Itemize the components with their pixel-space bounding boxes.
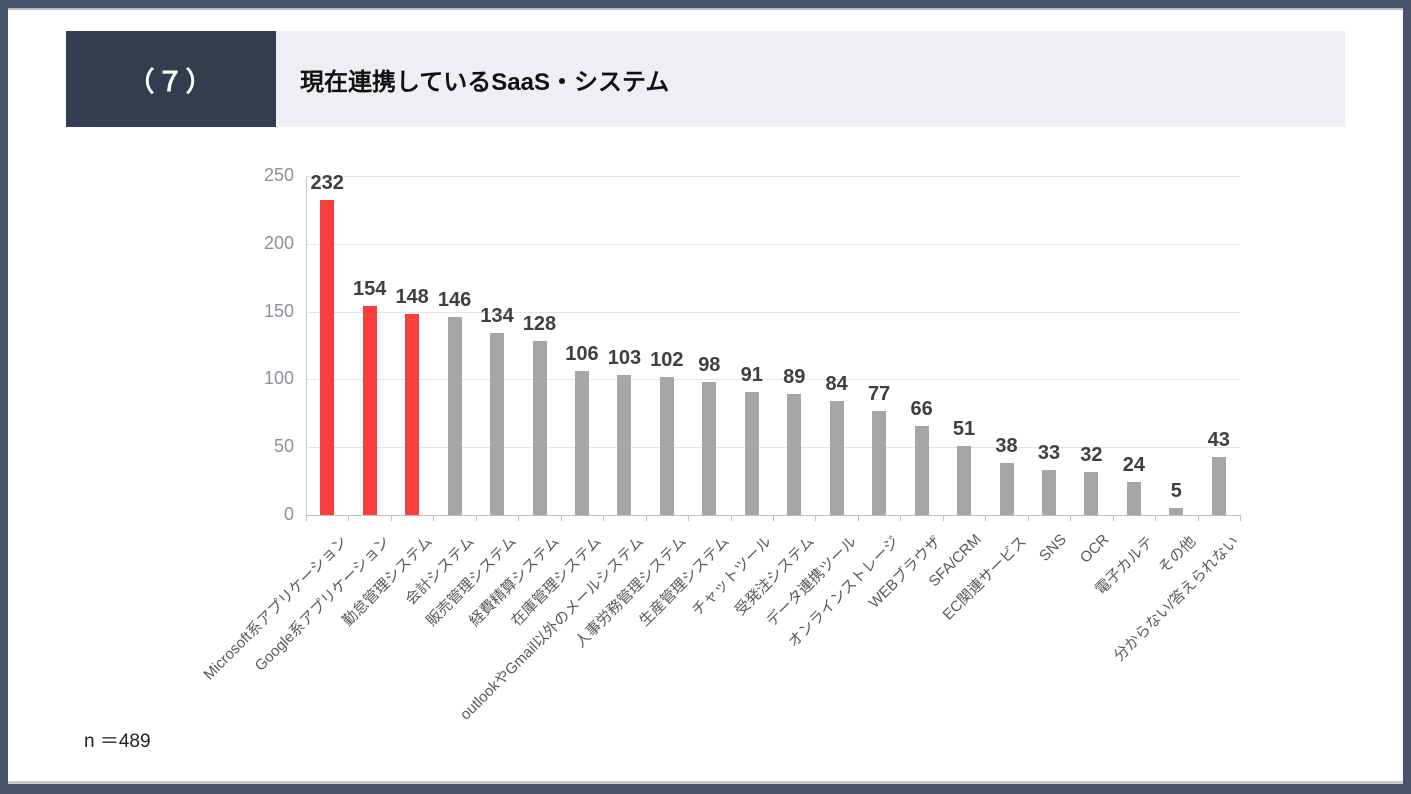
axis-tick: [603, 515, 605, 521]
axis-tick: [433, 515, 435, 521]
bar: [659, 376, 674, 515]
bar-value-label: 66: [910, 397, 933, 420]
axis-tick: [1240, 515, 1241, 521]
axis-tick: [773, 515, 774, 521]
axis-tick: [645, 515, 647, 521]
bar-value-label: 5: [1170, 480, 1182, 503]
bar-value-label: 84: [825, 373, 848, 396]
bar: [787, 394, 802, 515]
bar: [829, 401, 844, 515]
category-label: EC関連サービス: [939, 533, 1030, 624]
axis-tick: [1155, 515, 1157, 521]
bar: [574, 371, 589, 515]
bar: [914, 425, 929, 515]
bar-value-label: 77: [868, 382, 891, 405]
bar-value-label: 102: [650, 348, 684, 371]
bar: [744, 391, 759, 515]
bar: [405, 314, 420, 515]
axis-tick: [857, 515, 859, 521]
axis-tick: [348, 515, 350, 521]
gridline: [306, 311, 1240, 313]
category-label: SNS: [1036, 531, 1070, 565]
bar-value-label: 24: [1122, 454, 1145, 477]
sample-size-note: n ＝489: [84, 731, 151, 752]
category-label: OCR: [1076, 531, 1113, 567]
axis-tick: [306, 515, 307, 521]
section-number: （７）: [127, 66, 215, 97]
y-axis-tick-label: 0: [283, 504, 294, 524]
axis-tick: [518, 515, 520, 521]
gridline: [306, 379, 1240, 381]
axis-tick: [815, 515, 817, 521]
axis-tick: [475, 515, 477, 521]
bar: [999, 463, 1014, 515]
bar-value-label: 89: [783, 366, 806, 389]
bar-value-label: 38: [995, 435, 1018, 458]
bar: [1041, 470, 1056, 515]
bar-value-label: 232: [310, 172, 344, 195]
bar: [617, 375, 632, 515]
bar: [447, 317, 462, 515]
gridline: [306, 447, 1240, 449]
axis-tick: [1070, 515, 1072, 521]
section-title: 現在連携しているSaaS・システム: [300, 68, 670, 96]
bar-value-label: 43: [1207, 428, 1230, 451]
bar-value-label: 33: [1037, 442, 1061, 465]
gridline: [306, 243, 1240, 245]
axis-tick: [985, 515, 987, 521]
y-axis-tick-label: 200: [263, 232, 294, 253]
bar: [702, 382, 717, 515]
gridline: [306, 176, 1240, 177]
bar: [320, 200, 335, 515]
bar-value-label: 134: [480, 305, 514, 328]
axis-tick: [688, 515, 690, 521]
y-axis-tick-label: 250: [263, 165, 294, 185]
bar-value-label: 106: [565, 343, 599, 366]
axis-tick: [900, 515, 902, 521]
bar: [1169, 508, 1184, 515]
bar-value-label: 128: [522, 313, 557, 336]
bar-value-label: 103: [607, 347, 642, 370]
axis-tick: [730, 515, 732, 521]
section-number-box: （７）: [66, 31, 276, 127]
bar: [957, 445, 972, 515]
bar-value-label: 98: [698, 354, 721, 377]
bar: [1084, 471, 1099, 515]
bar: [362, 306, 377, 515]
bar-value-label: 146: [437, 289, 472, 312]
axis-tick: [390, 515, 392, 521]
y-axis-tick-label: 150: [263, 300, 294, 321]
bar-value-label: 51: [952, 417, 976, 440]
y-axis-tick-label: 50: [273, 436, 294, 457]
axis-tick: [942, 515, 944, 521]
section-title-bar: 現在連携しているSaaS・システム: [276, 31, 1345, 127]
axis-tick: [1197, 515, 1199, 521]
bar-value-label: 154: [352, 278, 387, 301]
bar: [872, 410, 887, 515]
bar: [1126, 482, 1141, 515]
axis-tick: [1112, 515, 1114, 521]
y-axis-line: [306, 176, 307, 515]
bar: [1211, 456, 1226, 515]
bar: [490, 333, 505, 515]
axis-tick: [560, 515, 562, 521]
bar-value-label: 91: [740, 363, 763, 386]
bar-value-label: 32: [1080, 443, 1103, 466]
axis-tick: [1027, 515, 1029, 521]
y-axis-tick-label: 100: [263, 368, 294, 389]
bar: [532, 341, 547, 515]
bar-value-label: 148: [395, 286, 429, 309]
